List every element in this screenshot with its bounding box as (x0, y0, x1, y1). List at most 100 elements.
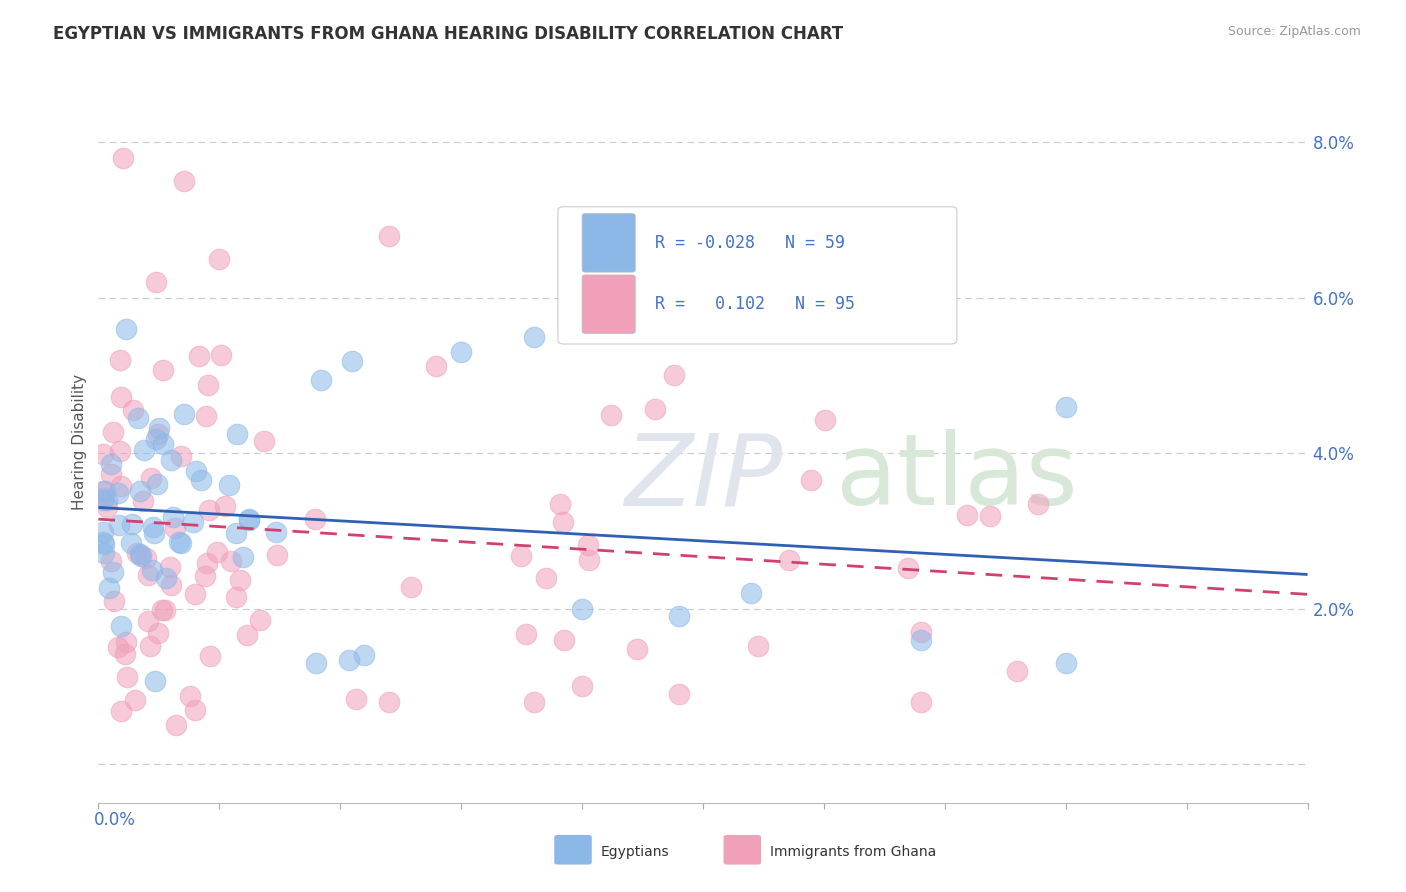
Point (184, 465, 207, 479)
Point (110, 478, 132, 492)
Point (165, 718, 187, 732)
Point (353, 648, 375, 663)
Point (200, 649, 222, 664)
Point (145, 477, 167, 491)
Point (229, 573, 252, 587)
Point (110, 390, 132, 404)
Point (160, 453, 183, 467)
Point (148, 625, 170, 640)
Point (225, 590, 247, 604)
Point (108, 517, 131, 532)
Text: Source: ZipAtlas.com: Source: ZipAtlas.com (1227, 25, 1361, 38)
Point (344, 692, 367, 706)
Text: EGYPTIAN VS IMMIGRANTS FROM GHANA HEARING DISABILITY CORRELATION CHART: EGYPTIAN VS IMMIGRANTS FROM GHANA HEARIN… (53, 25, 844, 43)
Point (98, 582, 121, 596)
Point (110, 704, 132, 718)
Point (576, 539, 599, 553)
Point (778, 553, 800, 567)
Point (141, 563, 163, 577)
Text: atlas: atlas (837, 429, 1077, 526)
Point (114, 322, 136, 336)
Point (800, 473, 823, 487)
Point (190, 473, 212, 487)
FancyBboxPatch shape (582, 275, 636, 334)
Point (141, 471, 163, 485)
Point (121, 517, 143, 532)
Point (236, 627, 259, 641)
Point (145, 275, 167, 289)
Point (146, 426, 169, 441)
Point (740, 586, 762, 600)
Point (110, 618, 132, 632)
Point (304, 512, 326, 526)
Point (155, 571, 177, 585)
Point (170, 449, 193, 463)
Point (179, 689, 201, 703)
FancyBboxPatch shape (558, 207, 957, 344)
Point (159, 559, 181, 574)
Point (91, 534, 114, 549)
Point (238, 512, 260, 526)
Text: Immigrants from Ghana: Immigrants from Ghana (769, 845, 936, 859)
Point (152, 363, 174, 377)
Point (93, 546, 115, 560)
Text: R = -0.028   N = 59: R = -0.028 N = 59 (655, 234, 845, 252)
Point (910, 632, 932, 647)
Point (124, 693, 146, 707)
Point (523, 695, 546, 709)
Point (120, 536, 142, 550)
Point (205, 545, 228, 559)
Point (571, 679, 593, 693)
Point (108, 443, 131, 458)
Point (523, 329, 546, 343)
Text: R =   0.102   N = 95: R = 0.102 N = 95 (655, 295, 855, 313)
Point (183, 515, 205, 529)
Point (747, 640, 769, 654)
Point (117, 670, 139, 684)
Point (305, 656, 328, 670)
Point (668, 609, 690, 624)
Point (600, 408, 623, 422)
Point (219, 554, 242, 568)
Point (910, 624, 932, 639)
Point (208, 252, 231, 266)
Point (266, 549, 288, 563)
Point (194, 409, 217, 423)
Point (548, 497, 571, 511)
Point (377, 228, 399, 243)
Point (238, 513, 260, 527)
Point (91, 493, 114, 508)
Point (509, 549, 531, 563)
Point (91, 491, 114, 506)
Point (100, 457, 122, 471)
Point (553, 632, 575, 647)
FancyBboxPatch shape (724, 835, 761, 864)
Point (534, 571, 557, 585)
Point (91, 447, 114, 461)
Point (96, 500, 118, 515)
Point (152, 437, 174, 451)
Point (170, 535, 193, 549)
Point (183, 587, 205, 601)
Point (129, 547, 152, 561)
Point (148, 420, 170, 434)
Point (226, 427, 249, 442)
Point (153, 602, 176, 616)
Point (93, 536, 115, 550)
Point (101, 425, 124, 439)
Point (111, 151, 134, 165)
Point (167, 534, 190, 549)
Point (96, 492, 118, 507)
Point (103, 593, 125, 607)
Point (159, 578, 181, 592)
Point (115, 635, 138, 649)
Point (129, 549, 152, 564)
Point (979, 508, 1001, 523)
Text: ZIP: ZIP (624, 429, 783, 526)
Point (91, 525, 114, 540)
Point (340, 354, 363, 368)
Point (188, 350, 211, 364)
Point (897, 561, 920, 575)
Point (94, 483, 117, 498)
Point (107, 486, 129, 500)
